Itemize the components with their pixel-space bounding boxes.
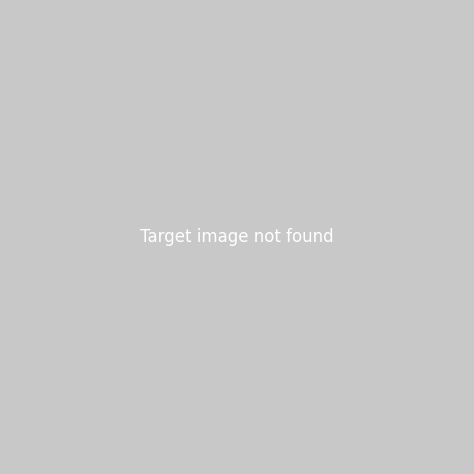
Text: Target image not found: Target image not found [140, 228, 334, 246]
